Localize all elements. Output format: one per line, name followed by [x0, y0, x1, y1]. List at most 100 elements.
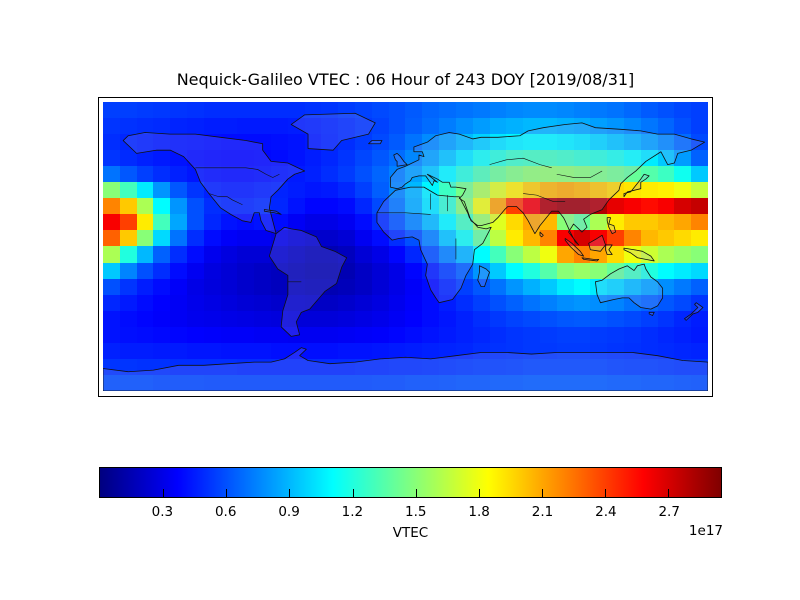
heatmap-cell — [321, 150, 339, 167]
coastline-path — [595, 264, 662, 309]
heatmap-cell — [556, 134, 574, 151]
heatmap-cell — [371, 214, 389, 231]
heatmap-cell — [321, 134, 339, 151]
heatmap-cell — [455, 278, 473, 295]
heatmap-cell — [170, 214, 188, 231]
heatmap-cell — [153, 278, 171, 295]
heatmap-cell — [355, 150, 372, 167]
heatmap-cell — [271, 118, 288, 135]
heatmap-cell — [170, 182, 188, 199]
heatmap-cell — [472, 294, 490, 311]
heatmap-cell — [472, 118, 490, 135]
heatmap-cell — [170, 118, 188, 135]
heatmap-cell — [271, 294, 288, 311]
heatmap-cell — [153, 342, 171, 359]
heatmap-cell — [455, 150, 473, 167]
heatmap-cell — [539, 134, 557, 151]
heatmap-cell — [556, 214, 574, 231]
heatmap-cell — [691, 246, 708, 263]
heatmap-cell — [321, 294, 339, 311]
heatmap-cell — [220, 262, 238, 279]
heatmap-cell — [455, 374, 473, 391]
heatmap-cell — [237, 374, 255, 391]
heatmap-cell — [237, 294, 255, 311]
heatmap-cell — [607, 374, 624, 391]
coastline-path — [291, 113, 375, 150]
heatmap-cell — [674, 326, 692, 343]
heatmap-cell — [623, 310, 641, 327]
heatmap-cell — [388, 358, 406, 375]
heatmap-cell — [388, 198, 406, 215]
heatmap-cell — [321, 182, 339, 199]
heatmap-cell — [439, 214, 456, 231]
heatmap-cell — [119, 102, 137, 119]
heatmap-cell — [237, 134, 255, 151]
heatmap-cell — [506, 134, 524, 151]
heatmap-cell — [573, 182, 591, 199]
heatmap-cell — [371, 150, 389, 167]
heatmap-cell — [304, 214, 322, 231]
heatmap-cell — [539, 326, 557, 343]
heatmap-cell — [103, 278, 120, 295]
heatmap-cell — [539, 358, 557, 375]
heatmap-cell — [539, 198, 557, 215]
heatmap-cell — [590, 150, 608, 167]
heatmap-cell — [455, 310, 473, 327]
heatmap-cell — [187, 134, 204, 151]
heatmap-cell — [355, 310, 372, 327]
heatmap-cell — [472, 166, 490, 183]
heatmap-cell — [203, 374, 221, 391]
heatmap-cell — [136, 214, 154, 231]
heatmap-cell — [455, 326, 473, 343]
heatmap-cell — [237, 102, 255, 119]
heatmap-cell — [287, 326, 305, 343]
heatmap-cell — [170, 310, 188, 327]
heatmap-cell — [506, 278, 524, 295]
heatmap-cell — [405, 134, 423, 151]
heatmap-cell — [338, 278, 356, 295]
heatmap-cell — [640, 294, 658, 311]
heatmap-cell — [203, 246, 221, 263]
heatmap-cell — [657, 262, 675, 279]
heatmap-cell — [691, 342, 708, 359]
heatmap-cell — [187, 230, 204, 247]
heatmap-cell — [103, 198, 120, 215]
heatmap-cell — [657, 278, 675, 295]
heatmap-cell — [321, 198, 339, 215]
heatmap-cell — [254, 230, 272, 247]
heatmap-cell — [388, 262, 406, 279]
heatmap-cell — [573, 150, 591, 167]
heatmap-cell — [254, 342, 272, 359]
heatmap-cell — [220, 150, 238, 167]
heatmap-cell — [691, 262, 708, 279]
heatmap-cell — [439, 246, 456, 263]
heatmap-cell — [640, 246, 658, 263]
heatmap-cell — [489, 310, 507, 327]
colorbar-tick — [668, 489, 670, 497]
heatmap-cell — [170, 102, 188, 119]
heatmap-cell — [422, 278, 440, 295]
heatmap-cell — [573, 262, 591, 279]
heatmap-cell — [388, 166, 406, 183]
heatmap-cell — [371, 246, 389, 263]
heatmap-cell — [187, 262, 204, 279]
heatmap-cell — [170, 134, 188, 151]
heatmap-cell — [607, 118, 624, 135]
heatmap-cell — [388, 118, 406, 135]
heatmap-cell — [203, 278, 221, 295]
heatmap-cell — [338, 326, 356, 343]
heatmap-cell — [153, 166, 171, 183]
heatmap-cell — [136, 230, 154, 247]
heatmap-cell — [674, 102, 692, 119]
heatmap-cell — [119, 278, 137, 295]
heatmap-cell — [556, 326, 574, 343]
colorbar-tick-label: 2.1 — [531, 504, 554, 520]
heatmap-cell — [691, 294, 708, 311]
heatmap-cell — [439, 326, 456, 343]
colorbar-tick-label: 0.6 — [214, 504, 237, 520]
heatmap-cell — [136, 182, 154, 199]
coastline-path — [269, 227, 346, 336]
heatmap-cell — [640, 278, 658, 295]
heatmap-cell — [220, 310, 238, 327]
heatmap-cell — [220, 166, 238, 183]
